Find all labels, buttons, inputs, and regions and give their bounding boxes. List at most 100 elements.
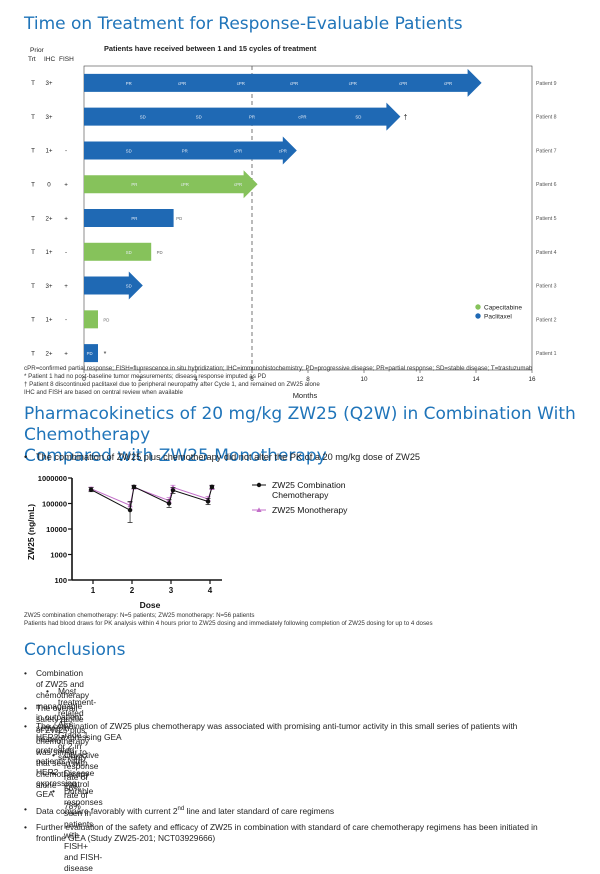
pk-y-tick-label: 1000 (50, 550, 67, 559)
pk-y-tick-label: 100 (54, 576, 67, 585)
fish-value: - (65, 249, 67, 256)
response-label: PD (103, 317, 109, 322)
pk-legend-marker (256, 507, 262, 512)
pk-x-tick-label: 4 (208, 586, 213, 595)
response-label: PR (131, 216, 137, 221)
bullet-dot: • (24, 804, 27, 814)
conclusion-text: Further evaluation of the safety and eff… (36, 822, 538, 844)
response-label: cPR (290, 81, 298, 86)
pk-y-tick-label: 1000000 (38, 474, 67, 483)
pk-legend-label: ZW25 Monotherapy (272, 505, 348, 515)
conclusion-text: The combination of ZW25 plus chemotherap… (36, 721, 517, 743)
response-label: cPR (349, 81, 357, 86)
bullet-dot: • (24, 452, 28, 462)
treatment-bar (84, 310, 98, 329)
conclusion-text: The overall safety profile of ZW25 plus … (36, 703, 90, 790)
ihc-value: 1+ (45, 249, 52, 256)
pk-series (88, 484, 215, 510)
bullet-dot: • (24, 721, 27, 731)
response-label: PD (87, 351, 93, 356)
conclusion-text-pre: Data compare favorably with current 2 (36, 805, 178, 816)
pk-footnote-n: ZW25 combination chemotherapy: N=5 patie… (24, 612, 255, 619)
ihc-value: 1+ (45, 317, 52, 324)
patient-marker: * (104, 351, 107, 358)
response-label: PD (176, 216, 182, 221)
conclusion-text: Combination of ZW25 and chemotherapy man… (36, 668, 90, 799)
response-label: cPR (298, 115, 306, 120)
col-header-trt: Trt (28, 56, 36, 63)
x-tick-label: 14 (472, 376, 480, 383)
patient-row: T 3+ SD SD PR cPR SD † Patient 8 (31, 102, 557, 131)
trt-value: T (31, 350, 35, 357)
bullet-dot: • (52, 786, 55, 796)
pk-point (166, 501, 172, 506)
pk-point (131, 484, 137, 490)
pk-point (209, 484, 215, 490)
patient-row: T 1+ - PD Patient 2 (31, 310, 557, 329)
pk-point (170, 488, 176, 493)
ihc-value: 3+ (45, 80, 52, 87)
swimmer-plot: Prior Trt IHC FISH Patients have receive… (28, 44, 557, 400)
patient-row: T 2+ + PR PD Patient 5 (31, 209, 557, 227)
conclusion-text-line1: The combination of ZW25 plus chemotherap… (36, 721, 518, 731)
swimmer-x-label: Months (293, 391, 318, 400)
trt-value: T (31, 148, 35, 155)
treatment-bar-ongoing (84, 271, 143, 300)
ihc-value: 3+ (45, 114, 52, 121)
response-label: PR (126, 81, 132, 86)
conclusion-text: Objective response rate of 56% (64, 750, 99, 793)
trt-value: T (31, 283, 35, 290)
ihc-value: 0 (47, 182, 51, 189)
pk-bullet-text: The combination of ZW25 plus chemotherap… (36, 452, 421, 462)
ihc-value: 2+ (45, 215, 52, 222)
x-tick-label: 4 (194, 376, 198, 383)
bullet-dot: • (52, 768, 55, 778)
footnote-patient8: † Patient 8 discontinued paclitaxel due … (24, 381, 320, 388)
patient-row: T 3+ + SD Patient 3 (31, 271, 557, 300)
fish-value: + (64, 182, 68, 189)
legend-swatch (475, 304, 481, 310)
patient-label: Patient 4 (536, 250, 557, 256)
response-label: SD (196, 115, 202, 120)
bullet-dot: • (52, 750, 55, 760)
conclusion-text-line2: frontline GEA (Study ZW25-201; NCT039296… (36, 833, 216, 843)
pk-footnote-draws: Patients had blood draws for PK analysis… (24, 620, 433, 627)
response-label: PD (157, 250, 163, 255)
col-header-fish: FISH (59, 56, 74, 63)
trt-value: T (31, 114, 35, 121)
fish-value: - (65, 148, 67, 155)
conclusion-text: Most treatment-related AEs Grade 1 or 2 … (58, 686, 97, 762)
response-label: cPR (279, 148, 287, 153)
treatment-bar-ongoing (84, 170, 258, 199)
conclusion-text-line1: Further evaluation of the safety and eff… (36, 822, 538, 832)
ihc-value: 1+ (45, 148, 52, 155)
treatment-bar-ongoing (84, 102, 401, 131)
pk-title-line1: Pharmacokinetics of 20 mg/kg ZW25 (Q2W) … (24, 404, 576, 445)
footnote-ihc-fish: IHC and FISH are based on central review… (24, 389, 183, 396)
pk-legend-label: Chemotherapy (272, 490, 329, 500)
trt-value: T (31, 182, 35, 189)
patient-row: T 1+ - SD PR cPR cPR Patient 7 (31, 136, 557, 165)
treatment-bar (84, 344, 98, 363)
treatment-bar-ongoing (84, 136, 297, 165)
ihc-value: 2+ (45, 350, 52, 357)
trt-value: T (31, 317, 35, 324)
bullet-dot: • (24, 668, 27, 678)
patient-row: T 2+ + PD * Patient 1 (31, 344, 557, 363)
pk-point (205, 499, 211, 504)
patient-label: Patient 5 (536, 216, 557, 222)
pk-x-tick-label: 2 (130, 586, 135, 595)
patient-label: Patient 6 (536, 182, 557, 188)
patient-label: Patient 7 (536, 148, 557, 154)
conclusion-text: Data compare favorably with current 2nd … (36, 804, 334, 817)
col-header-ihc: IHC (44, 56, 56, 63)
trt-value: T (31, 249, 35, 256)
treatment-bar (84, 209, 174, 227)
conclusion-text: Disease control rate of 78% (64, 768, 95, 811)
pk-x-tick-label: 1 (91, 586, 96, 595)
fish-value: + (64, 283, 68, 290)
patient-label: Patient 2 (536, 317, 557, 323)
pk-section-title: Pharmacokinetics of 20 mg/kg ZW25 (Q2W) … (24, 404, 600, 467)
patient-row: T 3+ PR cPR cPR cPR cPR cPR cPR Patient 9 (31, 68, 557, 97)
footnote-abbrev: cPR=confirmed partial response; FISH=flu… (24, 365, 533, 372)
